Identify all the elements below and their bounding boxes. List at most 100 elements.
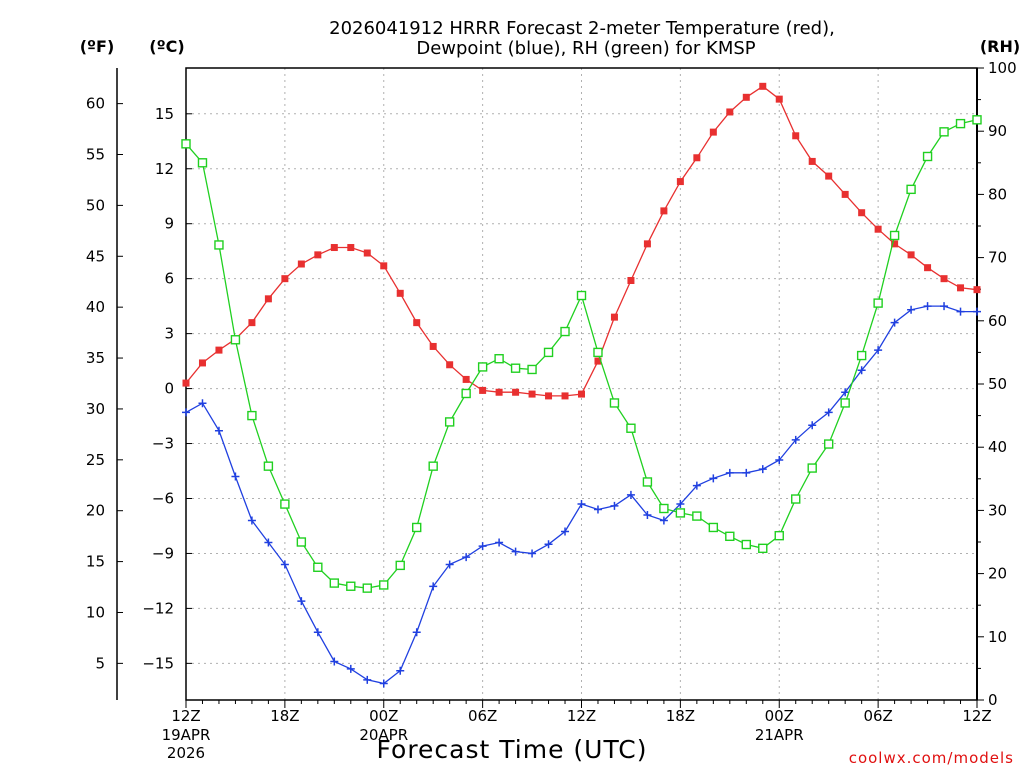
temperature-point xyxy=(198,359,206,367)
temperature-point xyxy=(610,313,618,321)
rh-point xyxy=(329,578,340,588)
fahrenheit-tick-label: 30 xyxy=(86,400,105,418)
temperature-point xyxy=(792,132,800,140)
rh-point xyxy=(444,417,455,427)
fahrenheit-tick-label: 40 xyxy=(86,298,105,316)
rh-point xyxy=(692,511,702,521)
rh-point xyxy=(889,230,900,241)
dewpoint-point xyxy=(676,499,685,508)
dewpoint-point xyxy=(742,468,751,477)
rh-point xyxy=(527,364,537,375)
rh-tick-label: 90 xyxy=(988,122,1007,140)
dewpoint-point xyxy=(313,628,322,637)
temperature-point xyxy=(363,249,371,257)
temperature-point xyxy=(759,82,767,90)
rh-tick-label: 100 xyxy=(988,59,1017,77)
rh-point xyxy=(906,184,916,195)
rh-point xyxy=(494,354,504,364)
celsius-tick-label: −9 xyxy=(152,544,174,562)
rh-tick-label: 40 xyxy=(988,438,1007,456)
celsius-tick-label: −6 xyxy=(152,489,174,507)
dewpoint-point xyxy=(775,456,784,465)
temperature-point xyxy=(594,357,602,365)
temperature-point xyxy=(248,319,256,327)
dewpoint-point xyxy=(429,582,438,591)
fahrenheit-axis-ticks: 60 55 50 45 40 35 30 25 20 15 10 5 xyxy=(86,95,123,672)
data-series xyxy=(181,82,982,688)
temperature-point xyxy=(396,289,404,297)
rh-point xyxy=(560,326,570,337)
celsius-tick-label: 15 xyxy=(155,105,174,123)
dewpoint-point xyxy=(593,505,602,514)
chart-title-line1: 2026041912 HRRR Forecast 2-meter Tempera… xyxy=(329,18,835,39)
dewpoint-point xyxy=(808,421,817,430)
rh-point xyxy=(626,423,636,433)
rh-point xyxy=(823,439,834,449)
rh-point xyxy=(395,560,405,571)
rh-point xyxy=(379,580,389,590)
rh-point xyxy=(725,531,735,542)
rh-point xyxy=(181,139,191,149)
rh-point xyxy=(791,494,801,504)
fahrenheit-tick-label: 15 xyxy=(86,553,105,571)
temperature-point xyxy=(561,392,569,400)
rh-point xyxy=(642,477,653,487)
dewpoint-point xyxy=(495,538,504,547)
dewpoint-point xyxy=(709,474,718,483)
temperature-point xyxy=(643,240,651,248)
dewpoint-point xyxy=(198,399,207,408)
rh-point xyxy=(412,522,422,533)
rh-point xyxy=(939,127,949,137)
dewpoint-point xyxy=(824,408,833,417)
rh-tick-label: 80 xyxy=(988,185,1007,203)
rh-point xyxy=(296,537,307,547)
rh-point xyxy=(263,461,274,471)
temperature-point xyxy=(858,209,866,217)
fahrenheit-tick-label: 20 xyxy=(86,502,105,520)
dewpoint-point xyxy=(874,346,883,355)
rh-tick-label: 70 xyxy=(988,249,1007,267)
dewpoint-point xyxy=(725,468,734,477)
rh-point xyxy=(659,503,669,514)
temperature-point xyxy=(528,390,536,398)
time-tick-date: 20APR xyxy=(359,726,408,744)
temperature-point xyxy=(825,172,833,180)
time-tick-year: 2026 xyxy=(167,744,205,762)
dewpoint-point xyxy=(346,664,355,673)
rh-point xyxy=(362,583,372,593)
rh-point xyxy=(543,347,554,358)
dewpoint-point xyxy=(907,305,916,314)
dewpoint-point xyxy=(956,307,965,316)
chart-title-line2: Dewpoint (blue), RH (green) for KMSP xyxy=(416,38,755,59)
fahrenheit-tick-label: 60 xyxy=(86,95,105,113)
celsius-tick-label: 0 xyxy=(164,380,174,398)
rh-point xyxy=(593,347,603,358)
celsius-tick-label: 12 xyxy=(155,160,174,178)
rh-tick-label: 0 xyxy=(988,691,998,709)
temperature-point xyxy=(479,386,487,394)
rh-point xyxy=(856,350,867,361)
temperature-point xyxy=(874,225,882,233)
dewpoint-point xyxy=(247,516,256,525)
credit-label: coolwx.com/models xyxy=(849,749,1014,767)
dewpoint-point xyxy=(330,657,339,666)
fahrenheit-unit-label: (ºF) xyxy=(80,37,115,56)
temperature-point xyxy=(413,319,421,327)
celsius-tick-label: −12 xyxy=(142,599,174,617)
time-tick-label: 18Z xyxy=(666,707,695,725)
fahrenheit-tick-label: 35 xyxy=(86,349,105,367)
dewpoint-point xyxy=(841,388,850,397)
temperature-point xyxy=(742,93,750,101)
fahrenheit-tick-label: 5 xyxy=(95,654,105,672)
rh-point xyxy=(774,530,784,541)
temperature-point xyxy=(808,157,816,165)
temperature-point xyxy=(726,108,734,116)
dewpoint-point xyxy=(379,679,388,688)
fahrenheit-tick-label: 45 xyxy=(86,247,105,265)
temperature-point xyxy=(907,251,915,259)
celsius-unit-label: (ºC) xyxy=(149,37,184,56)
